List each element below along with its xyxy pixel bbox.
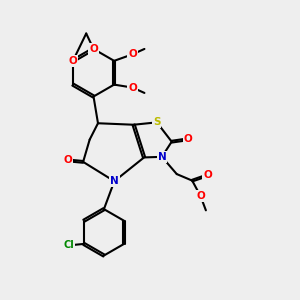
Text: O: O [203,170,212,180]
Text: N: N [158,152,166,162]
Text: Cl: Cl [63,240,74,250]
Text: O: O [89,44,98,54]
Text: O: O [184,134,192,144]
Text: O: O [128,49,137,59]
Text: O: O [69,56,77,66]
Text: S: S [153,117,160,128]
Text: O: O [128,82,137,93]
Text: O: O [63,155,72,165]
Text: O: O [196,191,205,201]
Text: N: N [110,176,119,186]
